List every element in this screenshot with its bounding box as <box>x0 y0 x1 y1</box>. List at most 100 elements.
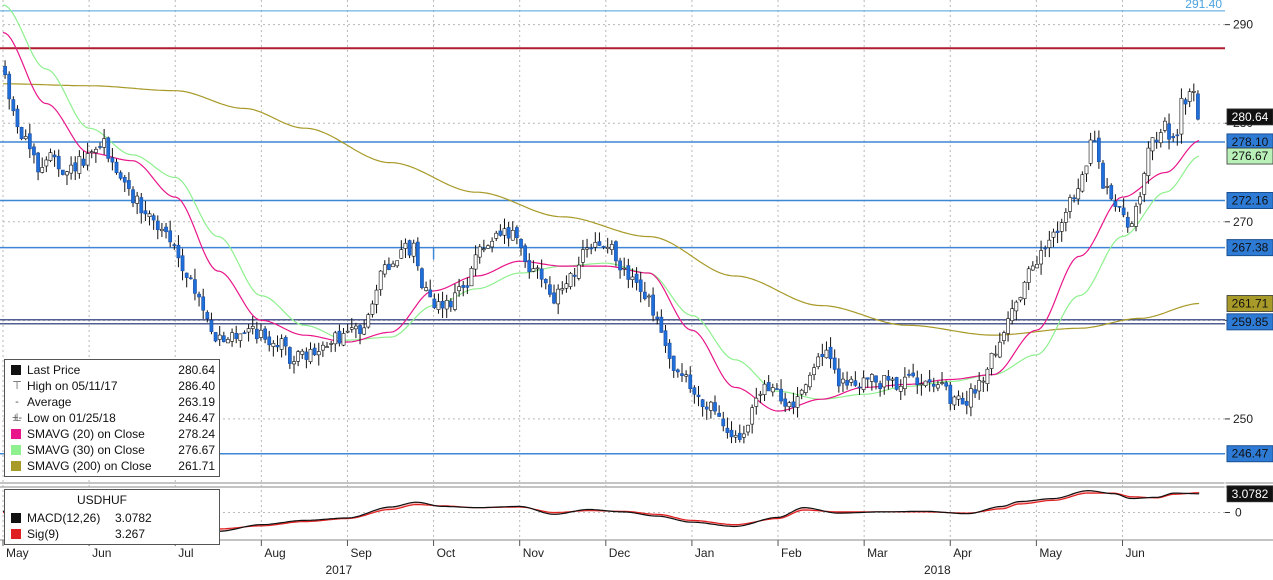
candle-body <box>440 300 445 309</box>
candle-body <box>498 230 503 236</box>
candle-body <box>180 255 185 272</box>
candle-body <box>729 429 734 438</box>
candle-body <box>60 169 65 175</box>
candle-body <box>886 375 891 381</box>
candle-body <box>816 356 821 368</box>
candle-body <box>700 399 705 408</box>
candle-body <box>630 276 635 280</box>
legend-sma20: SMAVG (20) on Close 278.24 <box>5 426 219 442</box>
candle-body <box>1039 250 1043 265</box>
candle-body <box>824 349 829 359</box>
candle-body <box>742 433 746 438</box>
candle-body <box>861 377 866 390</box>
candle-body <box>766 382 771 392</box>
candle-body <box>919 383 924 386</box>
candle-body <box>564 283 569 289</box>
candle-body <box>543 278 548 284</box>
candle-body <box>882 375 887 388</box>
candle-body <box>370 303 375 315</box>
candle-body <box>1113 200 1118 207</box>
candle-body <box>671 355 676 371</box>
candle-body <box>1125 216 1130 228</box>
candle-body <box>308 349 313 362</box>
macd-legend-signal: Sig(9) 3.267 <box>5 526 155 542</box>
candle-body <box>527 260 532 273</box>
candle-body <box>985 368 990 385</box>
candle-body <box>857 386 862 389</box>
candle-body <box>1097 137 1101 163</box>
ma-tag-label: 276.67 <box>1232 149 1269 163</box>
candle-body <box>395 260 400 267</box>
candle-body <box>457 286 461 292</box>
candle-body <box>605 247 610 249</box>
candle-body <box>279 338 284 350</box>
candle-body <box>960 397 965 405</box>
candle-body <box>188 277 193 280</box>
candle-body <box>1196 93 1200 120</box>
candle-body <box>473 254 478 270</box>
candle-body <box>27 133 32 150</box>
level-tag <box>1226 191 1273 209</box>
candle-body <box>271 342 276 347</box>
candle-body <box>432 298 437 308</box>
candle-body <box>481 248 486 251</box>
level-tag <box>1226 313 1273 331</box>
candle-body <box>1179 98 1184 135</box>
candle-body <box>81 158 86 166</box>
level-tag <box>1226 445 1273 463</box>
candle-body <box>1187 91 1192 102</box>
candle-body <box>139 197 144 214</box>
candle-body <box>820 353 825 357</box>
candle-body <box>717 412 722 417</box>
candle-body <box>519 238 523 249</box>
candle-body <box>230 332 234 342</box>
level-tag-label: 291.40 <box>1185 0 1222 11</box>
candle-body <box>85 153 90 166</box>
candle-body <box>762 383 767 395</box>
legend-value: 278.24 <box>178 427 215 441</box>
candle-body <box>143 210 148 215</box>
candle-body <box>799 389 804 395</box>
time-axis: May Jun Jul Aug Sep Oct Nov Dec Jan Feb Mar Apr May J… <box>0 539 1273 577</box>
candle-body <box>205 312 210 319</box>
legend-average: -+- Average 263.19 <box>5 394 219 424</box>
candle-body <box>1088 139 1093 164</box>
candle-body <box>969 388 973 408</box>
month-label: Jul <box>178 546 193 560</box>
candle-body <box>709 401 713 411</box>
legend-label: MACD(12,26) <box>27 511 101 525</box>
candle-body <box>692 387 697 395</box>
candle-body <box>387 263 391 270</box>
candle-body <box>131 189 135 204</box>
candle-body <box>890 378 895 381</box>
candle-body <box>378 270 383 290</box>
legend-value: 286.40 <box>178 379 215 393</box>
ma-tag <box>1226 147 1273 165</box>
candle-body <box>832 357 837 370</box>
month-label: Sep <box>350 546 372 560</box>
candle-body <box>593 242 598 248</box>
candle-body <box>750 407 755 425</box>
candle-body <box>964 400 969 406</box>
candle-body <box>779 388 783 402</box>
candle-body <box>556 288 561 305</box>
candle-body <box>201 296 206 311</box>
month-label: Jun <box>1125 546 1144 560</box>
candle-body <box>515 227 519 238</box>
ma-tag <box>1226 108 1273 126</box>
candle-body <box>490 240 494 248</box>
candle-body <box>948 384 953 404</box>
legend-low: ⊥ Low on 01/25/18 246.47 <box>5 410 219 426</box>
candle-body <box>659 316 664 333</box>
candle-body <box>246 328 251 333</box>
candle-body <box>238 333 243 341</box>
candle-body <box>333 332 338 345</box>
price-legend: Last Price 280.64 ⊤ High on 05/11/17 286… <box>4 359 220 477</box>
candle-body <box>36 152 40 173</box>
candle-body <box>168 230 173 243</box>
candle-body <box>122 177 127 183</box>
candle-body <box>325 346 329 348</box>
candle-body <box>345 330 350 333</box>
candle-body <box>420 268 424 288</box>
candle-body <box>1043 247 1048 250</box>
